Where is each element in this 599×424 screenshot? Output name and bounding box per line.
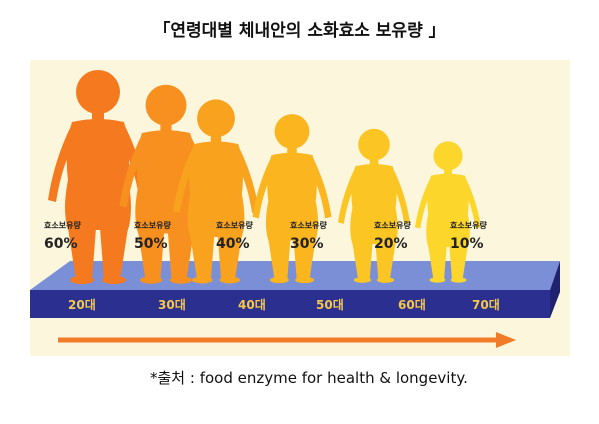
figure-head: [76, 70, 120, 114]
enzyme-caption-2: 효소보유량: [134, 220, 171, 230]
enzyme-caption-6: 효소보유량: [450, 220, 487, 230]
enzyme-percent-5: 20%: [374, 236, 408, 252]
age-label-4: 50대: [316, 298, 344, 312]
enzyme-caption-1: 효소보유량: [44, 220, 81, 230]
figure-body: [426, 173, 470, 247]
figure-head: [358, 128, 390, 161]
enzyme-caption-5: 효소보유량: [374, 220, 411, 230]
age-label-1: 20대: [68, 298, 96, 312]
enzyme-caption-3: 효소보유량: [216, 220, 253, 230]
enzyme-caption-4: 효소보유량: [290, 220, 327, 230]
age-label-3: 40대: [238, 298, 266, 312]
figure-head: [197, 99, 235, 138]
enzyme-percent-1: 60%: [44, 236, 78, 252]
enzyme-percent-6: 10%: [450, 236, 484, 252]
age-arrow-head: [496, 332, 516, 348]
enzyme-infographic: 효소보유량 60% 효소보유량 50% 효소보유량 40% 효소보유량 30% 효소보유량 20%…: [30, 70, 560, 348]
figure-body: [265, 152, 319, 241]
age-label-6: 70대: [472, 298, 500, 312]
enzyme-percent-2: 50%: [134, 236, 168, 252]
figure-body: [65, 119, 131, 230]
enzyme-percent-4: 30%: [290, 236, 324, 252]
age-label-5: 60대: [398, 298, 426, 312]
figure-head: [274, 114, 310, 149]
platform-top-face: [30, 261, 560, 290]
infographic-panel: 효소보유량 60% 효소보유량 50% 효소보유량 40% 효소보유량 30% 효소보유량 20%…: [30, 60, 570, 356]
person-figure-6: [415, 141, 481, 283]
figure-head: [433, 141, 463, 171]
figure-head: [145, 84, 187, 126]
figure-body: [187, 141, 245, 237]
enzyme-percent-3: 40%: [216, 236, 250, 252]
page-title: 「연령대별 체내안의 소화효소 보유량 」: [153, 21, 446, 41]
person-figure-4: [252, 114, 332, 284]
source-credit: *출처 : food enzyme for health & longevity…: [150, 369, 468, 387]
figure-body: [350, 164, 398, 244]
age-label-2: 30대: [158, 298, 186, 312]
person-figure-5: [338, 128, 410, 283]
figure-body: [135, 130, 197, 234]
platform-side-face: [550, 261, 560, 318]
platform-front-face: [30, 290, 550, 318]
person-figure-3: [173, 99, 259, 284]
